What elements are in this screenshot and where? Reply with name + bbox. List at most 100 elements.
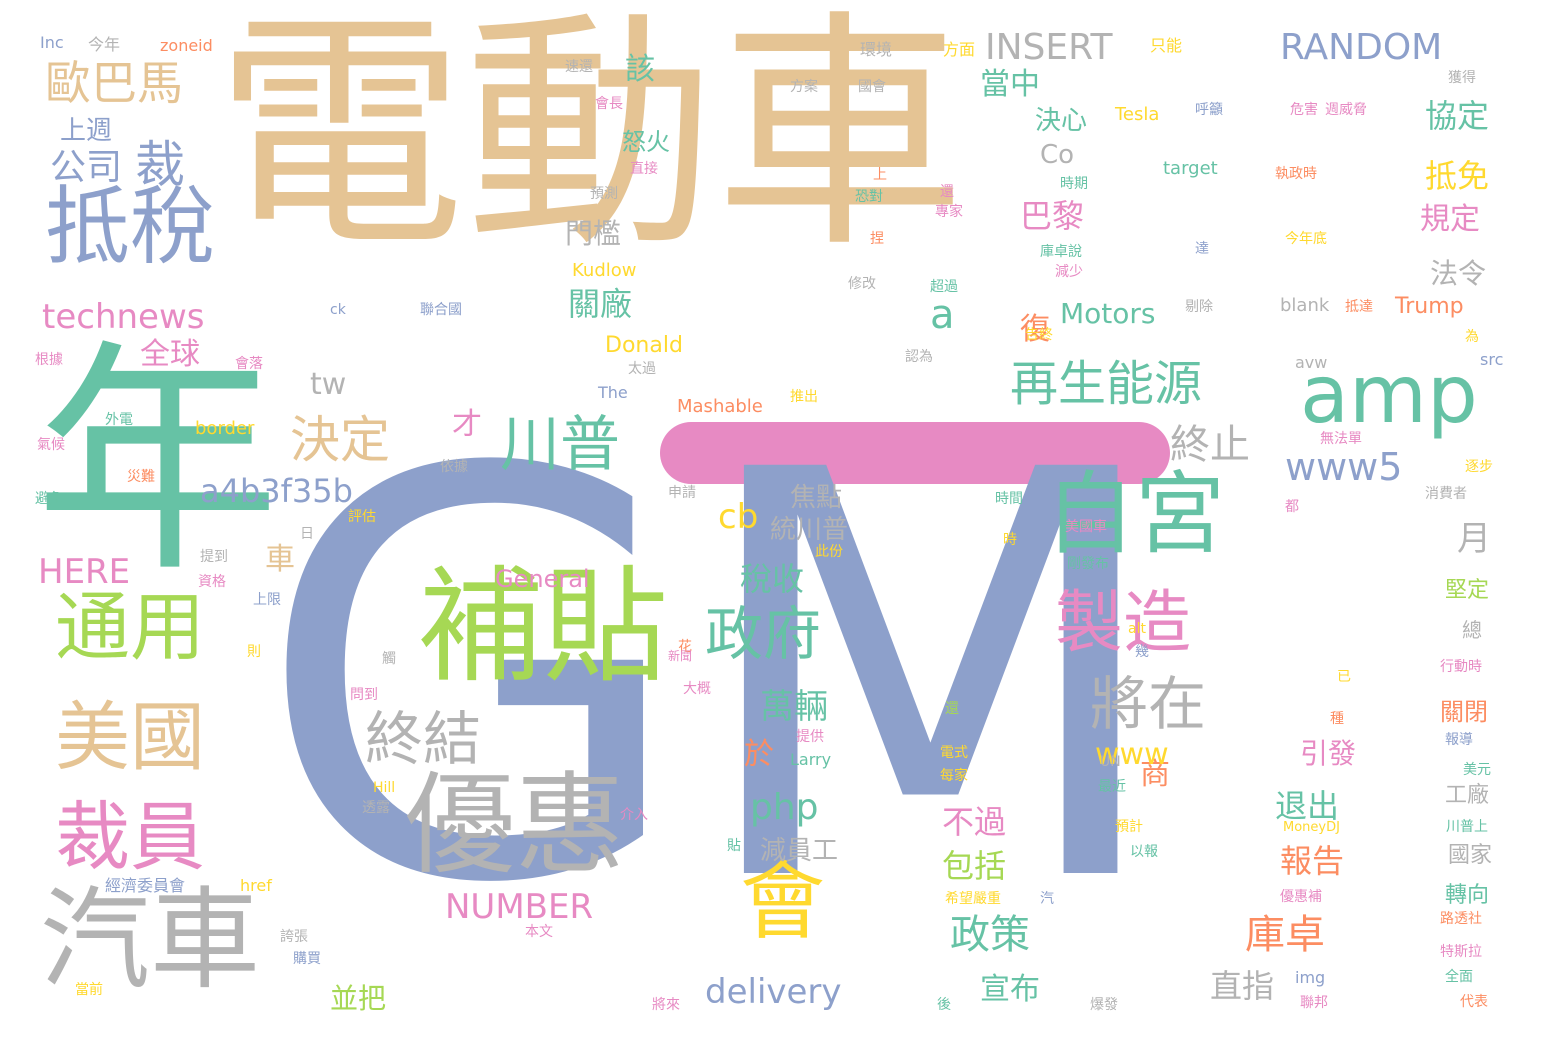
cloud-word: 災難: [127, 469, 155, 485]
cloud-word: 後: [937, 997, 951, 1013]
cloud-word: 恐對: [855, 189, 883, 205]
cloud-word: 全面: [1445, 969, 1473, 985]
cloud-word: 爆發: [1090, 997, 1118, 1013]
cloud-word: 決心: [1035, 106, 1088, 136]
cloud-word: 最近: [1098, 779, 1126, 795]
cloud-word: 聯合國: [420, 302, 462, 318]
cloud-word: zoneid: [160, 36, 213, 55]
cloud-word: 希望嚴重: [945, 891, 1001, 907]
cloud-word: a4b3f35b: [200, 472, 353, 510]
cloud-word: 終止: [1170, 422, 1250, 468]
cloud-word: 不過: [942, 803, 1007, 841]
cloud-word: 時期: [1060, 176, 1088, 192]
cloud-word: 電動車: [215, 0, 965, 280]
cloud-word: 時: [1003, 532, 1017, 548]
cloud-word: HERE: [38, 552, 131, 592]
cloud-word: General: [495, 565, 590, 593]
cloud-word: amp: [1300, 348, 1478, 441]
cloud-word: 公司: [50, 147, 123, 188]
cloud-word: 今年底: [1285, 231, 1327, 247]
cloud-word: Hill: [373, 780, 396, 796]
cloud-word: 統川普: [770, 515, 849, 545]
cloud-word: 美國: [55, 693, 206, 781]
cloud-word: 已: [1337, 669, 1351, 685]
cloud-word: 聯邦: [1300, 995, 1328, 1011]
cloud-word: 怒火: [622, 128, 670, 156]
cloud-word: 上限: [253, 592, 281, 608]
cloud-word: 全球: [140, 337, 200, 372]
cloud-word: alt: [1128, 621, 1146, 637]
cloud-word: 問到: [350, 687, 378, 703]
cloud-word: 將來: [652, 997, 680, 1013]
cloud-word: 評估: [348, 509, 376, 525]
cloud-word: 抵達: [1345, 299, 1373, 315]
cloud-word: 通用: [55, 583, 206, 671]
cloud-word: 提到: [200, 549, 228, 565]
cloud-word: 專家: [935, 204, 963, 220]
cloud-word: 行動時: [1440, 659, 1482, 675]
cloud-word: 新聞: [668, 649, 693, 663]
cloud-word: 獲得: [1448, 70, 1476, 86]
cloud-word: www5: [1285, 445, 1403, 489]
cloud-word: 都: [1285, 499, 1299, 515]
cloud-word: 退出: [1275, 787, 1340, 825]
cloud-word: Tesla: [1115, 104, 1160, 125]
cloud-word: 焦點: [790, 483, 843, 513]
cloud-word: 復: [1020, 312, 1050, 347]
cloud-word: 剔除: [1185, 299, 1213, 315]
cloud-word: 認為: [905, 349, 933, 365]
cloud-word: 報告: [1280, 842, 1345, 880]
cloud-word: 商: [1140, 757, 1170, 792]
cloud-word: 美國車: [1065, 519, 1107, 535]
cloud-word: 依據: [440, 459, 468, 475]
cloud-word: www: [1095, 737, 1169, 772]
cloud-word: 觸: [382, 651, 396, 667]
cloud-word: INSERT: [985, 27, 1113, 68]
cloud-word: 門檻: [565, 217, 622, 250]
cloud-word: 種: [1330, 711, 1344, 727]
cloud-word: The: [598, 383, 628, 402]
cloud-word: Inc: [40, 33, 64, 52]
cloud-word: 方面: [943, 40, 976, 59]
cloud-word: a: [930, 292, 955, 338]
cloud-word: 直指: [1210, 967, 1275, 1005]
cloud-word: 上週: [60, 116, 113, 146]
cloud-word: 轉向: [1445, 883, 1490, 908]
cloud-word: 方案: [790, 79, 818, 95]
cloud-word: 規定: [1420, 202, 1480, 237]
cloud-word: 堅定: [1445, 578, 1490, 603]
cloud-word: 稅收: [740, 560, 805, 598]
cloud-word: 抵稅: [45, 178, 216, 277]
cloud-word: 消費者: [1425, 486, 1467, 502]
cloud-word: 川普上: [1446, 819, 1488, 835]
cloud-word: 介入: [620, 807, 648, 823]
cloud-word: src: [1480, 350, 1504, 369]
cloud-word: 速還: [565, 59, 593, 75]
cloud-word: 告終: [1025, 327, 1053, 343]
cloud-word: 美元: [1463, 762, 1491, 778]
cloud-word: ck: [330, 302, 346, 318]
cloud-word: 電式: [940, 745, 968, 761]
cloud-word: 剛發布: [1067, 556, 1109, 572]
cloud-word: 本文: [525, 924, 553, 940]
cloud-word: 避免: [35, 491, 63, 507]
cloud-word: 決定: [290, 411, 390, 469]
cloud-word: 週威脅: [1325, 102, 1367, 118]
cloud-word: 優惠: [405, 761, 625, 889]
cloud-word: 優惠補: [1280, 889, 1322, 905]
cloud-word: 申請: [668, 485, 696, 501]
cloud-word: 減員工: [760, 836, 839, 866]
cloud-word: 會長: [595, 96, 623, 112]
cloud-word: border: [195, 418, 255, 439]
cloud-word: 年: [35, 320, 280, 605]
cloud-word: 預測: [590, 186, 618, 202]
cloud-word: 報導: [1445, 732, 1473, 748]
cloud-word: 經濟委員會: [105, 876, 186, 895]
cloud-word: php: [750, 787, 819, 828]
cloud-word: 關廠: [568, 285, 633, 323]
cloud-word: 以報: [1130, 844, 1158, 860]
cloud-word: GM: [255, 354, 1173, 1006]
cloud-word: NUMBER: [445, 887, 594, 927]
cloud-word: blank: [1280, 295, 1330, 316]
cloud-word: 會: [740, 853, 826, 952]
